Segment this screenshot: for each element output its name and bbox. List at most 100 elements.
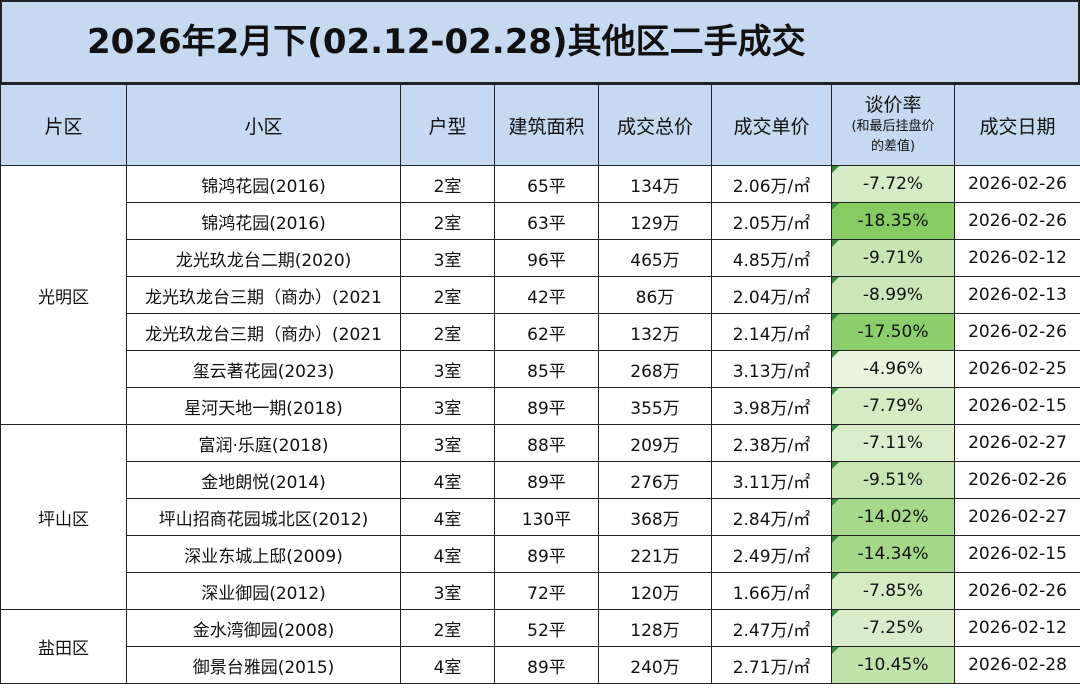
- discount-rate-cell: -9.51%: [831, 461, 955, 499]
- discount-rate-cell: -17.50%: [831, 313, 955, 351]
- discount-rate-value: -17.50%: [857, 322, 929, 342]
- unit-price-cell: 2.47万/㎡: [711, 609, 832, 647]
- discount-rate-cell: -10.45%: [831, 646, 955, 684]
- comment-marker-icon: [832, 314, 839, 321]
- date-cell: 2026-02-13: [954, 276, 1080, 314]
- layout-cell: 3室: [400, 572, 495, 610]
- discount-rate-value: -10.45%: [857, 655, 929, 675]
- region-cell: 光明区: [0, 165, 127, 425]
- date-cell: 2026-02-27: [954, 498, 1080, 536]
- table-row: 坪山区 富润·乐庭(2018) 3室 88平 209万 2.38万/㎡ -7.11% 2026…: [0, 424, 1080, 610]
- area-cell: 85平: [494, 350, 599, 388]
- community-cell: 龙光玖龙台二期(2020): [126, 239, 401, 277]
- table-row: 盐田区 金水湾御园(2008) 2室 52平 128万 2.47万/㎡ -7.25% 2026…: [0, 609, 1080, 684]
- layout-cell: 4室: [400, 498, 495, 536]
- total-price-cell: 465万: [598, 239, 712, 277]
- layout-cell: 2室: [400, 609, 495, 647]
- community-cell: 星河天地一期(2018): [126, 387, 401, 425]
- region-cell: 坪山区: [0, 424, 127, 610]
- date-cell: 2026-02-12: [954, 609, 1080, 647]
- discount-rate-value: -7.79%: [862, 396, 924, 416]
- unit-price-cell: 2.04万/㎡: [711, 276, 832, 314]
- date-cell: 2026-02-28: [954, 646, 1080, 684]
- discount-rate-value: -14.02%: [857, 507, 929, 527]
- comment-marker-icon: [832, 647, 839, 654]
- total-price-cell: 368万: [598, 498, 712, 536]
- table-row: 玺云著花园(2023) 3室 85平 268万 3.13万/㎡ -4.96% 2026-02…: [1, 350, 1080, 388]
- area-cell: 72平: [494, 572, 599, 610]
- community-cell: 富润·乐庭(2018): [126, 424, 401, 462]
- date-cell: 2026-02-12: [954, 239, 1080, 277]
- community-cell: 锦鸿花园(2016): [126, 202, 401, 240]
- header-discount-rate: 谈价率 (和最后挂盘价 的差值): [831, 84, 955, 166]
- total-price-cell: 132万: [598, 313, 712, 351]
- layout-cell: 2室: [400, 276, 495, 314]
- comment-marker-icon: [832, 425, 839, 432]
- area-cell: 130平: [494, 498, 599, 536]
- unit-price-cell: 1.66万/㎡: [711, 572, 832, 610]
- layout-cell: 4室: [400, 646, 495, 684]
- unit-price-cell: 3.98万/㎡: [711, 387, 832, 425]
- area-cell: 89平: [494, 646, 599, 684]
- discount-rate-cell: -7.72%: [831, 165, 955, 203]
- area-cell: 89平: [494, 535, 599, 573]
- community-cell: 龙光玖龙台三期（商办）(2021: [126, 313, 401, 351]
- total-price-cell: 240万: [598, 646, 712, 684]
- unit-price-cell: 3.11万/㎡: [711, 461, 832, 499]
- total-price-cell: 134万: [598, 165, 712, 203]
- discount-rate-cell: -4.96%: [831, 350, 955, 388]
- header-row: 片区 小区 户型 建筑面积 成交总价 成交单价 谈价率 (和最后挂盘价 的差值)…: [0, 84, 1080, 166]
- area-cell: 65平: [494, 165, 599, 203]
- header-unit-price: 成交单价: [711, 84, 832, 166]
- unit-price-cell: 2.06万/㎡: [711, 165, 832, 203]
- unit-price-cell: 2.05万/㎡: [711, 202, 832, 240]
- layout-cell: 4室: [400, 461, 495, 499]
- discount-rate-value: -7.72%: [862, 174, 924, 194]
- discount-rate-cell: -7.79%: [831, 387, 955, 425]
- discount-rate-value: -7.85%: [862, 581, 924, 601]
- comment-marker-icon: [832, 610, 839, 617]
- total-price-cell: 276万: [598, 461, 712, 499]
- community-cell: 御景台雅园(2015): [126, 646, 401, 684]
- area-cell: 89平: [494, 387, 599, 425]
- comment-marker-icon: [832, 277, 839, 284]
- discount-rate-value: -14.34%: [857, 544, 929, 564]
- discount-rate-cell: -14.02%: [831, 498, 955, 536]
- community-cell: 金地朗悦(2014): [126, 461, 401, 499]
- table-row: 御景台雅园(2015) 4室 89平 240万 2.71万/㎡ -10.45% 2026-0…: [1, 646, 1080, 684]
- community-cell: 龙光玖龙台三期（商办）(2021: [126, 276, 401, 314]
- date-cell: 2026-02-15: [954, 535, 1080, 573]
- discount-rate-value: -8.99%: [862, 285, 924, 305]
- header-community: 小区: [126, 84, 401, 166]
- comment-marker-icon: [832, 499, 839, 506]
- date-cell: 2026-02-15: [954, 387, 1080, 425]
- discount-rate-cell: -8.99%: [831, 276, 955, 314]
- layout-cell: 3室: [400, 239, 495, 277]
- comment-marker-icon: [832, 388, 839, 395]
- table-row: 星河天地一期(2018) 3室 89平 355万 3.98万/㎡ -7.79% 2026-0…: [1, 387, 1080, 425]
- discount-rate-value: -7.11%: [862, 433, 924, 453]
- table-row: 坪山招商花园城北区(2012) 4室 130平 368万 2.84万/㎡ -14.02% 2…: [1, 498, 1080, 536]
- discount-rate-cell: -7.11%: [831, 424, 955, 462]
- comment-marker-icon: [832, 203, 839, 210]
- layout-cell: 2室: [400, 165, 495, 203]
- total-price-cell: 128万: [598, 609, 712, 647]
- region-cell: 盐田区: [0, 609, 127, 684]
- total-price-cell: 120万: [598, 572, 712, 610]
- table-row: 金地朗悦(2014) 4室 89平 276万 3.11万/㎡ -9.51% 2026-02-…: [1, 461, 1080, 499]
- table-row: 锦鸿花园(2016) 2室 63平 129万 2.05万/㎡ -18.35% 2026-02…: [1, 202, 1080, 240]
- table-row: 深业东城上邸(2009) 4室 89平 221万 2.49万/㎡ -14.34% 2026-…: [1, 535, 1080, 573]
- community-cell: 锦鸿花园(2016): [126, 165, 401, 203]
- date-cell: 2026-02-26: [954, 313, 1080, 351]
- header-date: 成交日期: [954, 84, 1080, 166]
- unit-price-cell: 2.49万/㎡: [711, 535, 832, 573]
- community-cell: 深业御园(2012): [126, 572, 401, 610]
- comment-marker-icon: [832, 166, 839, 173]
- discount-rate-cell: -14.34%: [831, 535, 955, 573]
- total-price-cell: 355万: [598, 387, 712, 425]
- table-row: 龙光玖龙台三期（商办）(2021 2室 42平 86万 2.04万/㎡ -8.99% 202…: [1, 276, 1080, 314]
- area-cell: 88平: [494, 424, 599, 462]
- header-layout: 户型: [400, 84, 495, 166]
- table-row: 光明区 锦鸿花园(2016) 2室 65平 134万 2.06万/㎡ -7.72% 2026-…: [0, 165, 1080, 425]
- header-rate-main: 谈价率: [864, 94, 922, 116]
